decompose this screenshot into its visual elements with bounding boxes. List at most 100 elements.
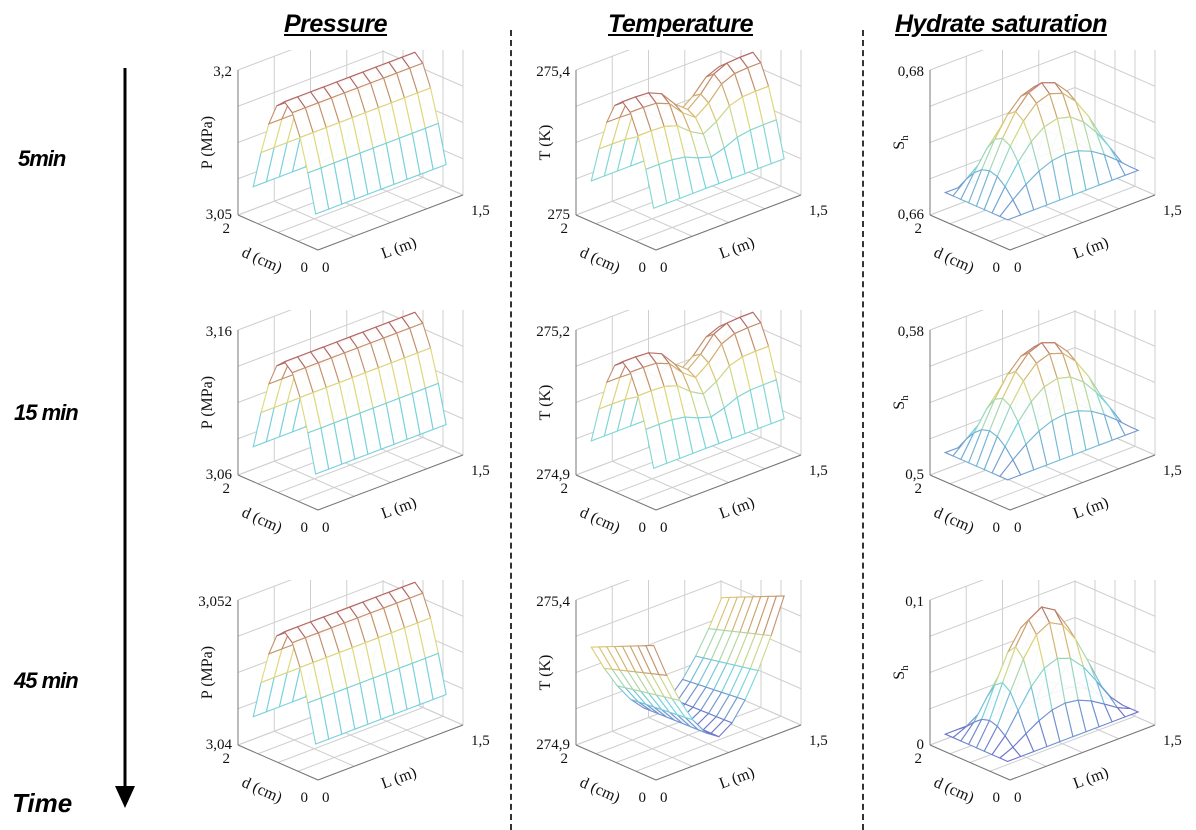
L-min-tick: 0 xyxy=(1014,260,1022,276)
surface-mesh xyxy=(943,606,1140,763)
column-title-temperature: Temperature xyxy=(608,10,754,38)
z-min-tick: 3,06 xyxy=(206,467,233,483)
surface-plot-panel: 0,68 0,66 Sh 2 0 d (cm) 0 1,5 L (m) xyxy=(860,50,1190,300)
column-divider-1 xyxy=(510,30,512,830)
z-axis-label: T (K) xyxy=(537,385,554,421)
d-min-tick: 0 xyxy=(639,520,647,536)
z-axis-label: T (K) xyxy=(537,125,554,161)
z-max-tick: 3,2 xyxy=(213,64,232,80)
z-max-tick: 275,4 xyxy=(536,64,570,80)
column-title-hydrate-saturation: Hydrate saturation xyxy=(895,10,1107,38)
z-max-tick: 0,58 xyxy=(898,324,924,340)
surface-mesh xyxy=(943,82,1140,221)
axis-frame xyxy=(237,70,464,251)
z-axis-label: Sh xyxy=(891,135,911,150)
z-min-tick: 3,05 xyxy=(206,207,232,223)
surface-plot-panel: 3,2 3,05 P (MPa) 2 0 d (cm) 0 1,5 L (m) xyxy=(168,50,498,300)
z-max-tick: 0,68 xyxy=(898,64,924,80)
surface-plot-panel: 3,052 3,04 P (MPa) 2 0 d (cm) 0 1,5 L (m) xyxy=(168,580,498,830)
L-axis-label: L (m) xyxy=(379,764,419,792)
row-label-15min: 15 min xyxy=(14,400,79,425)
surface-mesh xyxy=(943,342,1140,481)
surface-plot-panel: 3,16 3,06 P (MPa) 2 0 d (cm) 0 1,5 L (m) xyxy=(168,310,498,560)
surface-mesh xyxy=(252,311,447,475)
L-min-tick: 0 xyxy=(1014,520,1022,536)
z-max-tick: 3,16 xyxy=(206,324,233,340)
axis-frame xyxy=(929,70,1156,251)
L-max-tick: 1,5 xyxy=(809,463,828,479)
axis-frame xyxy=(575,330,802,511)
L-min-tick: 0 xyxy=(322,260,330,276)
L-max-tick: 1,5 xyxy=(809,733,828,749)
d-axis-label: d (cm) xyxy=(931,774,976,807)
L-axis-label: L (m) xyxy=(379,494,419,522)
z-max-tick: 275,2 xyxy=(536,324,570,340)
row-label-5min: 5min xyxy=(18,146,66,171)
L-axis-label: L (m) xyxy=(717,494,757,522)
d-axis-label: d (cm) xyxy=(931,244,976,277)
surface-mesh xyxy=(252,581,447,745)
d-max-tick: 2 xyxy=(223,221,231,237)
z-min-tick: 3,04 xyxy=(206,737,233,753)
axis-frame xyxy=(575,70,802,251)
z-max-tick: 275,4 xyxy=(536,594,570,610)
axis-frame xyxy=(237,600,464,781)
z-min-tick: 275 xyxy=(548,207,571,223)
d-axis-label: d (cm) xyxy=(239,244,284,277)
z-min-tick: 274,9 xyxy=(536,737,570,753)
d-min-tick: 0 xyxy=(639,260,647,276)
d-axis-label: d (cm) xyxy=(931,504,976,537)
L-max-tick: 1,5 xyxy=(471,463,490,479)
z-axis-label: T (K) xyxy=(537,655,554,691)
z-min-tick: 0,66 xyxy=(898,207,925,223)
z-min-tick: 274,9 xyxy=(536,467,570,483)
z-min-tick: 0 xyxy=(917,737,925,753)
d-max-tick: 2 xyxy=(223,751,231,767)
d-min-tick: 0 xyxy=(639,790,647,806)
surface-plot-svg: 275,4 275 T (K) 2 0 d (cm) 0 1,5 L (m) xyxy=(536,50,828,277)
L-axis-label: L (m) xyxy=(1071,764,1111,792)
d-min-tick: 0 xyxy=(993,790,1001,806)
surface-plot-panel: 275,4 275 T (K) 2 0 d (cm) 0 1,5 L (m) xyxy=(506,50,836,300)
L-max-tick: 1,5 xyxy=(809,203,828,219)
surface-plot-panel: 0,58 0,5 Sh 2 0 d (cm) 0 1,5 L (m) xyxy=(860,310,1190,560)
d-axis-label: d (cm) xyxy=(239,774,284,807)
surface-mesh xyxy=(252,51,447,215)
L-min-tick: 0 xyxy=(660,790,668,806)
d-max-tick: 2 xyxy=(223,481,231,497)
L-max-tick: 1,5 xyxy=(1163,203,1182,219)
surface-plot-svg: 275,4 274,9 T (K) 2 0 d (cm) 0 1,5 L (m) xyxy=(536,580,828,807)
surface-plot-svg: 3,2 3,05 P (MPa) 2 0 d (cm) 0 1,5 L (m) xyxy=(199,50,490,277)
z-axis-label: P (MPa) xyxy=(199,116,216,169)
axis-frame xyxy=(575,600,802,781)
d-max-tick: 2 xyxy=(561,751,569,767)
z-axis-label: P (MPa) xyxy=(199,376,216,429)
L-min-tick: 0 xyxy=(1014,790,1022,806)
d-axis-label: d (cm) xyxy=(577,774,622,807)
axis-frame xyxy=(929,330,1156,511)
d-axis-label: d (cm) xyxy=(239,504,284,537)
z-axis-label: P (MPa) xyxy=(199,646,216,699)
surface-plot-panel: 0,1 0 Sh 2 0 d (cm) 0 1,5 L (m) xyxy=(860,580,1190,830)
surface-plot-svg: 0,68 0,66 Sh 2 0 d (cm) 0 1,5 L (m) xyxy=(891,50,1182,277)
L-max-tick: 1,5 xyxy=(1163,463,1182,479)
axis-frame xyxy=(237,330,464,511)
row-label-45min: 45 min xyxy=(14,668,79,693)
L-min-tick: 0 xyxy=(322,790,330,806)
d-max-tick: 2 xyxy=(915,481,923,497)
L-axis-label: L (m) xyxy=(717,234,757,262)
surface-mesh xyxy=(590,595,785,738)
d-min-tick: 0 xyxy=(993,260,1001,276)
surface-mesh xyxy=(590,311,785,469)
d-max-tick: 2 xyxy=(561,481,569,497)
surface-plot-svg: 3,052 3,04 P (MPa) 2 0 d (cm) 0 1,5 L (m) xyxy=(198,580,490,807)
L-axis-label: L (m) xyxy=(1071,494,1111,522)
surface-plot-svg: 0,58 0,5 Sh 2 0 d (cm) 0 1,5 L (m) xyxy=(891,310,1182,537)
time-axis-label: Time xyxy=(12,788,73,818)
d-max-tick: 2 xyxy=(561,221,569,237)
column-title-pressure: Pressure xyxy=(284,10,388,38)
d-axis-label: d (cm) xyxy=(577,504,622,537)
z-min-tick: 0,5 xyxy=(905,467,924,483)
surface-mesh xyxy=(590,51,785,209)
d-max-tick: 2 xyxy=(915,751,923,767)
